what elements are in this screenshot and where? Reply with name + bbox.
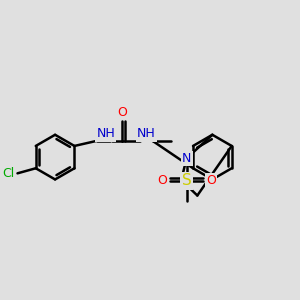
Text: NH: NH — [97, 127, 115, 140]
Text: N: N — [182, 152, 191, 165]
Text: O: O — [206, 174, 216, 187]
Text: O: O — [117, 106, 127, 119]
Text: Cl: Cl — [2, 167, 14, 180]
Text: O: O — [157, 174, 167, 187]
Text: NH: NH — [137, 127, 156, 140]
Text: S: S — [182, 173, 191, 188]
